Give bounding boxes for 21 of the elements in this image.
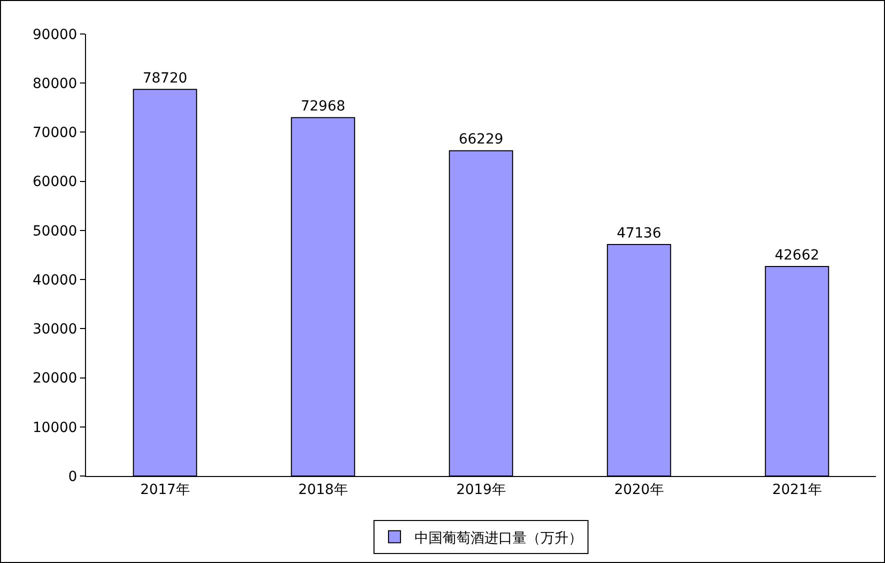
y-tick-label: 70000 xyxy=(32,125,78,142)
y-tick-label: 0 xyxy=(68,468,78,485)
y-tick-label: 30000 xyxy=(32,322,78,338)
x-tick-label: 2017年 xyxy=(140,482,190,498)
data-label: 42662 xyxy=(774,247,820,264)
x-tick-label: 2020年 xyxy=(614,482,664,498)
y-tick-label: 90000 xyxy=(32,26,78,43)
x-tick-label: 2019年 xyxy=(456,482,506,498)
x-tick-label: 2018年 xyxy=(298,482,348,498)
y-tick-label: 20000 xyxy=(32,370,78,387)
data-label: 78720 xyxy=(142,70,188,86)
y-tick-label: 50000 xyxy=(32,223,78,240)
data-label: 72968 xyxy=(300,98,346,115)
y-tick-label: 40000 xyxy=(32,272,78,288)
x-tick-label: 2021年 xyxy=(772,482,822,498)
legend-label: 中国葡萄酒进口量（万升） xyxy=(414,530,582,546)
data-label: 66229 xyxy=(458,132,504,148)
y-tick-label: 80000 xyxy=(32,76,78,92)
y-tick-label: 10000 xyxy=(32,420,78,436)
y-tick-label: 60000 xyxy=(32,174,78,190)
data-label: 47136 xyxy=(616,226,662,242)
